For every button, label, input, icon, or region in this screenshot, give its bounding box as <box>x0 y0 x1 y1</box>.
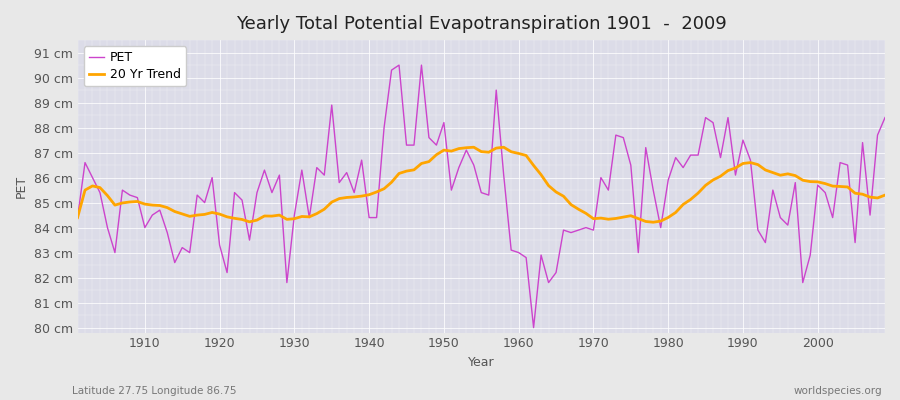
PET <box>296 168 307 172</box>
20 Yr Trend <box>648 220 659 225</box>
20 Yr Trend <box>468 145 479 150</box>
20 Yr Trend <box>72 215 83 220</box>
20 Yr Trend <box>521 153 532 158</box>
PET <box>618 135 629 140</box>
X-axis label: Year: Year <box>468 356 495 369</box>
PET <box>393 63 404 68</box>
20 Yr Trend <box>610 216 621 221</box>
20 Yr Trend <box>296 214 307 219</box>
PET <box>528 325 539 330</box>
Y-axis label: PET: PET <box>15 175 28 198</box>
Line: PET: PET <box>77 65 885 328</box>
20 Yr Trend <box>132 199 143 204</box>
PET <box>513 250 524 255</box>
PET <box>341 170 352 175</box>
PET <box>879 115 890 120</box>
20 Yr Trend <box>879 193 890 198</box>
PET <box>521 255 532 260</box>
20 Yr Trend <box>341 195 352 200</box>
Legend: PET, 20 Yr Trend: PET, 20 Yr Trend <box>84 46 186 86</box>
20 Yr Trend <box>513 151 524 156</box>
PET <box>132 195 143 200</box>
Text: worldspecies.org: worldspecies.org <box>794 386 882 396</box>
Text: Latitude 27.75 Longitude 86.75: Latitude 27.75 Longitude 86.75 <box>72 386 237 396</box>
PET <box>72 215 83 220</box>
Line: 20 Yr Trend: 20 Yr Trend <box>77 147 885 222</box>
Title: Yearly Total Potential Evapotranspiration 1901  -  2009: Yearly Total Potential Evapotranspiratio… <box>236 15 726 33</box>
